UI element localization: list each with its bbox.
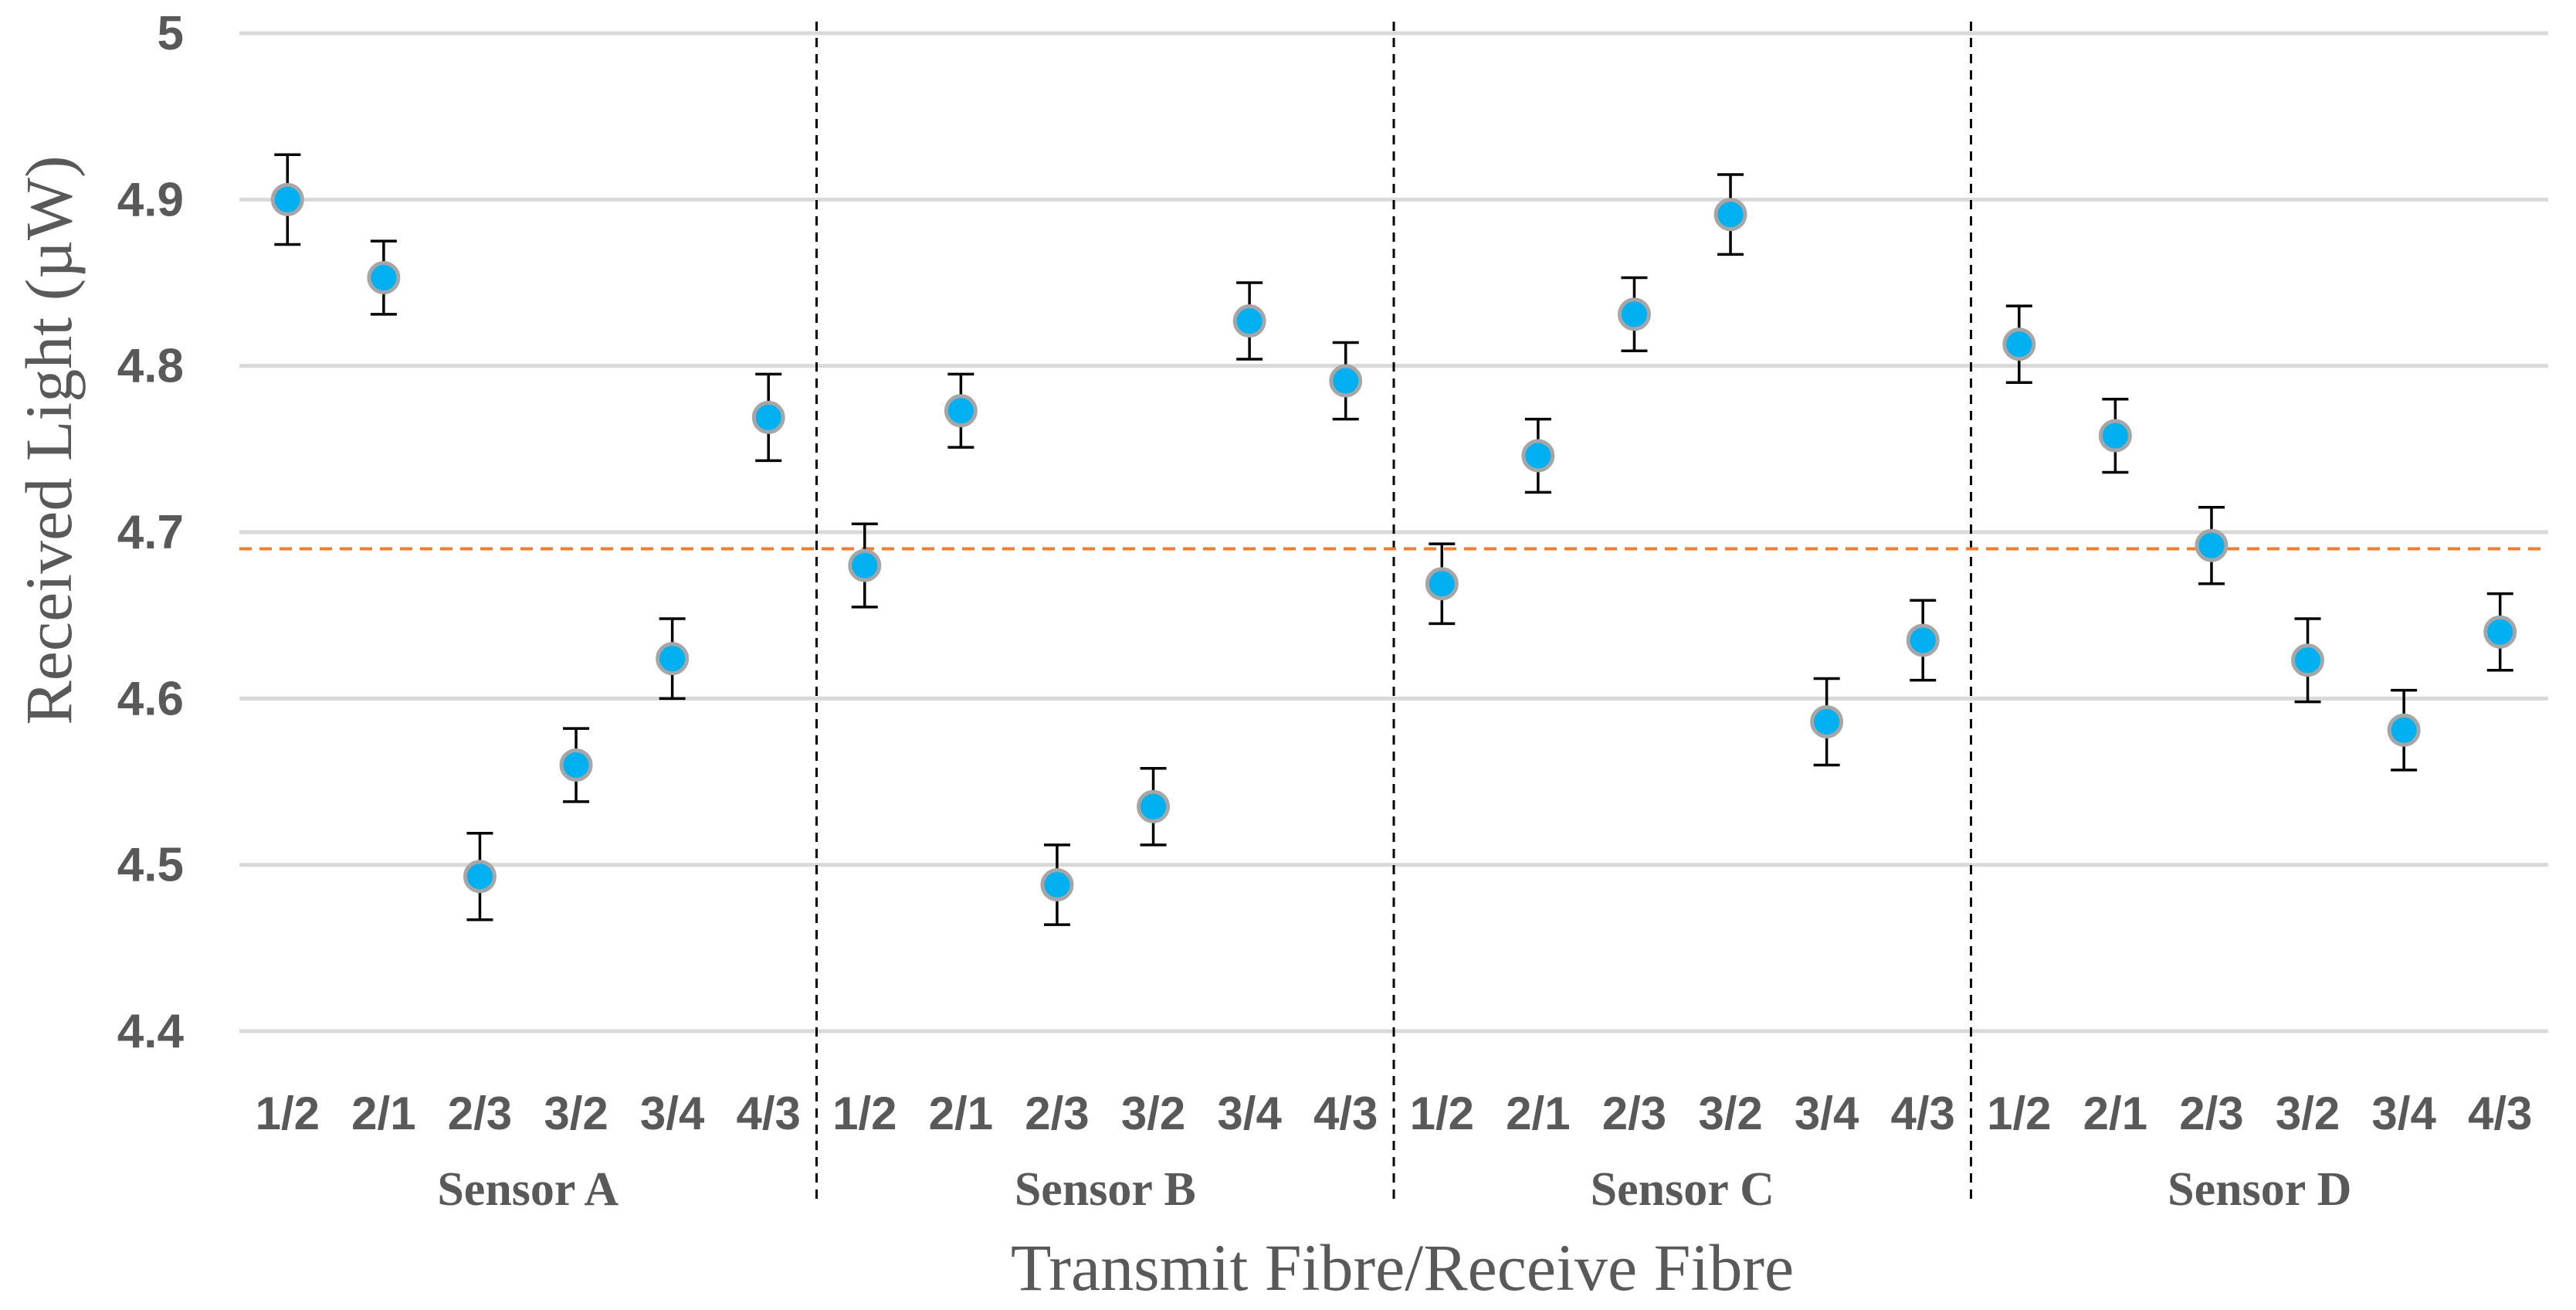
data-point: [2291, 643, 2325, 677]
sensor-group-label: Sensor D: [2168, 1163, 2351, 1216]
x-tick-label: 3/4: [2371, 1088, 2436, 1139]
data-point: [1329, 364, 1363, 398]
y-tick-label: 4.4: [117, 1005, 185, 1058]
data-point: [367, 261, 401, 295]
x-tick-label: 3/4: [1795, 1088, 1859, 1139]
data-point: [2483, 615, 2517, 649]
data-point: [1713, 198, 1747, 232]
x-tick-label: 3/4: [1217, 1088, 1282, 1139]
x-tick-label: 4/3: [1890, 1088, 1954, 1139]
data-point: [463, 860, 497, 894]
x-tick-label: 2/3: [1602, 1088, 1666, 1139]
data-point: [2002, 328, 2036, 361]
x-axis-ticks: 1/2 2/1 2/3 3/2 3/4 4/3 1/2 2/1 2/3 3/2 3/4 4/3 1/2 2…: [256, 1088, 2533, 1139]
y-tick-label: 4.5: [117, 839, 184, 892]
y-tick-label: 4.9: [117, 173, 184, 226]
x-tick-label: 2/3: [448, 1088, 512, 1139]
data-point: [1810, 704, 1844, 738]
x-tick-label: 2/1: [2083, 1088, 2147, 1139]
x-tick-label: 3/2: [1121, 1088, 1185, 1139]
sensor-group-label: Sensor A: [437, 1163, 619, 1216]
data-point: [656, 642, 690, 676]
x-tick-label: 2/1: [351, 1088, 415, 1139]
y-tick-label: 5: [158, 7, 184, 60]
data-point: [944, 394, 978, 428]
x-tick-label: 3/2: [1698, 1088, 1762, 1139]
sensor-group-label: Sensor B: [1015, 1163, 1196, 1216]
data-point: [270, 182, 304, 216]
x-tick-label: 2/1: [1506, 1088, 1570, 1139]
y-axis-ticks: 4.4 4.5 4.6 4.7 4.8 4.9 5: [117, 7, 185, 1058]
x-tick-label: 2/1: [929, 1088, 993, 1139]
x-axis-title: Transmit Fibre/Receive Fibre: [1011, 1230, 1794, 1305]
data-point: [2387, 713, 2421, 747]
data-point: [848, 548, 882, 582]
data-point: [1617, 297, 1651, 331]
data-points: [270, 182, 2517, 902]
x-tick-label: 4/3: [1313, 1088, 1378, 1139]
x-tick-label: 2/3: [2179, 1088, 2243, 1139]
group-labels: Sensor A Sensor B Sensor C Sensor D: [437, 1163, 2351, 1216]
data-point: [1137, 789, 1171, 823]
y-tick-label: 4.6: [117, 672, 184, 725]
data-point: [1040, 868, 1074, 902]
data-point: [1425, 567, 1459, 601]
x-tick-label: 3/2: [544, 1088, 608, 1139]
x-tick-label: 4/3: [736, 1088, 800, 1139]
x-tick-label: 1/2: [256, 1088, 320, 1139]
data-point: [2195, 528, 2229, 562]
data-point: [1521, 439, 1555, 473]
x-tick-label: 1/2: [1987, 1088, 2051, 1139]
y-tick-label: 4.7: [117, 506, 184, 559]
data-point: [1232, 304, 1266, 338]
x-tick-label: 4/3: [2468, 1088, 2532, 1139]
y-axis-title: Received Light (µW): [12, 155, 86, 725]
group-dividers: [815, 22, 1972, 1201]
x-tick-label: 1/2: [1410, 1088, 1474, 1139]
x-tick-label: 2/3: [1025, 1088, 1089, 1139]
sensor-group-label: Sensor C: [1591, 1163, 1774, 1216]
x-tick-label: 3/4: [640, 1088, 705, 1139]
x-tick-label: 3/2: [2276, 1088, 2340, 1139]
data-point: [559, 748, 593, 782]
data-point: [751, 400, 785, 434]
y-tick-label: 4.8: [117, 340, 184, 393]
x-tick-label: 1/2: [832, 1088, 897, 1139]
data-point: [1906, 623, 1940, 657]
data-point: [2098, 419, 2132, 453]
